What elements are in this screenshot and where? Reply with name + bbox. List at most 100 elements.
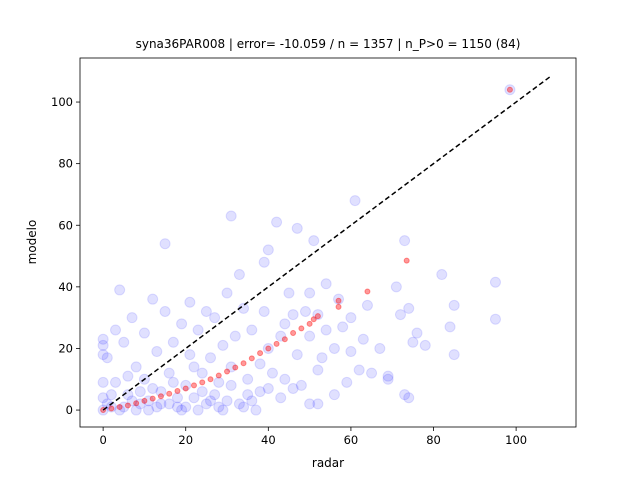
point: [217, 404, 229, 416]
point: [273, 340, 280, 347]
point: [110, 376, 122, 388]
y-tick-label: 60: [58, 218, 73, 232]
point: [250, 404, 262, 416]
point: [151, 401, 163, 413]
point: [166, 390, 173, 397]
point: [147, 382, 159, 394]
y-tick-label: 100: [51, 95, 73, 109]
x-tick-label: 80: [426, 433, 441, 447]
point: [97, 339, 109, 351]
x-tick-label: 20: [178, 433, 193, 447]
point: [403, 257, 410, 264]
point: [298, 325, 305, 332]
x-tick-label: 100: [505, 433, 527, 447]
point: [265, 345, 272, 352]
point: [266, 367, 278, 379]
point: [105, 389, 117, 401]
point: [254, 358, 266, 370]
point: [155, 398, 167, 410]
point: [124, 402, 131, 409]
point: [199, 379, 206, 386]
point: [312, 309, 324, 321]
point: [221, 287, 233, 299]
point: [357, 333, 369, 345]
point: [345, 312, 357, 324]
point: [353, 364, 365, 376]
point: [281, 336, 288, 343]
point: [320, 278, 332, 290]
point: [448, 349, 460, 361]
point: [287, 382, 299, 394]
point: [143, 395, 155, 407]
point: [97, 392, 109, 404]
x-tick-label: 0: [99, 433, 106, 447]
point: [97, 349, 109, 361]
point: [217, 339, 229, 351]
point: [118, 401, 130, 413]
point: [209, 312, 221, 324]
point: [174, 387, 181, 394]
point: [489, 276, 501, 288]
point: [291, 349, 303, 361]
point: [382, 370, 394, 382]
point: [232, 364, 239, 371]
point: [291, 222, 303, 234]
point: [364, 288, 371, 295]
point: [155, 386, 167, 398]
point: [279, 373, 291, 385]
point: [138, 327, 150, 339]
point: [310, 316, 317, 323]
point: [306, 320, 313, 327]
point: [200, 398, 212, 410]
point: [224, 368, 231, 375]
point: [399, 389, 411, 401]
point: [407, 336, 419, 348]
point: [299, 305, 311, 317]
point: [262, 342, 274, 354]
point: [225, 379, 237, 391]
y-tick-label: 0: [66, 403, 73, 417]
point: [345, 346, 357, 358]
point: [390, 281, 402, 293]
point: [312, 364, 324, 376]
point: [180, 379, 192, 391]
point: [163, 367, 175, 379]
point: [333, 293, 345, 305]
y-tick-label: 40: [58, 280, 73, 294]
point: [133, 400, 140, 407]
point: [242, 373, 254, 385]
point: [176, 318, 188, 330]
point: [316, 352, 328, 364]
point: [134, 398, 146, 410]
x-tick-label: 60: [344, 433, 359, 447]
point: [167, 336, 179, 348]
point: [192, 404, 204, 416]
point: [419, 339, 431, 351]
point: [157, 393, 164, 400]
point: [229, 330, 241, 342]
point: [290, 330, 297, 337]
point: [337, 321, 349, 333]
point: [254, 386, 266, 398]
point: [130, 404, 142, 416]
point: [122, 370, 134, 382]
point: [221, 395, 233, 407]
point: [304, 398, 316, 410]
point: [312, 398, 324, 410]
y-axis-label: modelo: [25, 220, 39, 265]
point: [382, 373, 394, 385]
point: [188, 392, 200, 404]
point: [215, 372, 222, 379]
point: [394, 309, 406, 321]
point: [147, 293, 159, 305]
point: [233, 398, 245, 410]
point: [205, 352, 217, 364]
point: [225, 361, 237, 373]
point: [335, 297, 342, 304]
point: [200, 305, 212, 317]
point: [118, 336, 130, 348]
x-axis-label: radar: [312, 456, 344, 470]
point: [205, 395, 217, 407]
point: [196, 386, 208, 398]
point: [126, 395, 138, 407]
